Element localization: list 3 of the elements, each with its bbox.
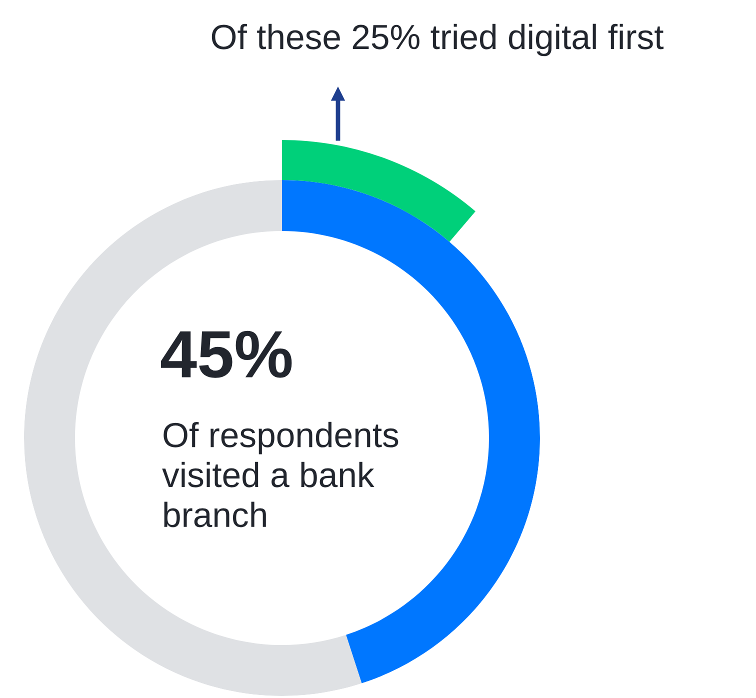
text: 45% xyxy=(161,330,292,378)
text: Of these 25% tried digital first xyxy=(212,24,664,56)
text: Of respondents visited a bank branch xyxy=(162,422,398,528)
